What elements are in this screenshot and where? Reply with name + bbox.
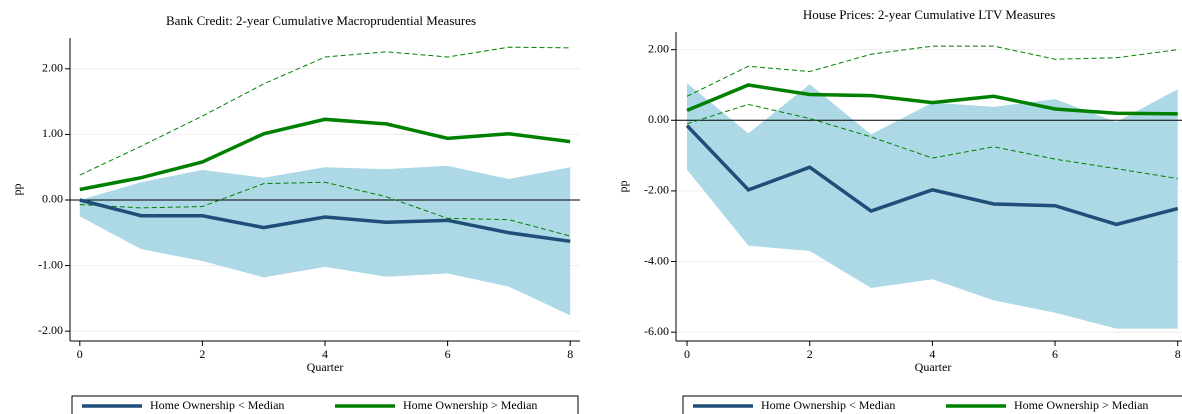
y-tick-label: -4.00 xyxy=(644,253,669,267)
y-tick-label: 2.00 xyxy=(648,41,669,55)
legend-label: Home Ownership > Median xyxy=(403,398,537,412)
chart: House Prices: 2-year Cumulative LTV Meas… xyxy=(616,7,1182,414)
x-tick-label: 8 xyxy=(1175,347,1181,361)
x-axis-label: Quarter xyxy=(915,360,952,374)
x-tick-label: 6 xyxy=(1052,347,1058,361)
x-tick-label: 8 xyxy=(567,347,573,361)
x-tick-label: 6 xyxy=(445,347,451,361)
y-tick-label: 0.00 xyxy=(42,192,63,206)
legend-label: Home Ownership < Median xyxy=(761,398,895,412)
y-tick-label: 1.00 xyxy=(42,126,63,140)
series-line xyxy=(79,117,571,192)
plot-area xyxy=(70,46,580,316)
plot-area xyxy=(676,45,1182,329)
chart: Bank Credit: 2-year Cumulative Macroprud… xyxy=(10,13,580,414)
y-axis-label: pp xyxy=(10,184,24,196)
legend-box xyxy=(71,395,579,414)
series-line xyxy=(79,198,571,244)
y-axis-label: pp xyxy=(616,181,630,193)
y-tick-label: -1.00 xyxy=(38,257,63,271)
series-line xyxy=(685,124,1179,227)
x-tick-label: 4 xyxy=(322,347,328,361)
x-tick-label: 0 xyxy=(684,347,690,361)
x-tick-label: 2 xyxy=(807,347,813,361)
confidence-band xyxy=(79,165,571,316)
ci-upper-line xyxy=(686,45,1178,97)
y-tick-label: -2.00 xyxy=(644,183,669,197)
confidence-band xyxy=(687,83,1178,329)
y-tick-label: -2.00 xyxy=(38,323,63,337)
legend-label: Home Ownership > Median xyxy=(1014,398,1148,412)
x-tick-label: 2 xyxy=(199,347,205,361)
series-line xyxy=(686,83,1178,116)
y-tick-label: 0.00 xyxy=(648,112,669,126)
legend: Home Ownership < Median Home Ownership > … xyxy=(71,395,579,414)
x-tick-label: 4 xyxy=(929,347,935,361)
legend-box xyxy=(682,395,1182,414)
y-tick-label: 2.00 xyxy=(42,61,63,75)
chart-title: Bank Credit: 2-year Cumulative Macroprud… xyxy=(166,13,476,28)
x-axis-label: Quarter xyxy=(307,360,344,374)
chart-title: House Prices: 2-year Cumulative LTV Meas… xyxy=(803,7,1055,22)
y-tick-label: -6.00 xyxy=(644,324,669,338)
ci-lower-line xyxy=(686,103,1178,180)
ci-upper-line xyxy=(79,46,571,176)
legend: Home Ownership < Median Home Ownership > … xyxy=(682,395,1182,414)
x-tick-label: 0 xyxy=(77,347,83,361)
legend-label: Home Ownership < Median xyxy=(150,398,284,412)
ci-lower-line xyxy=(79,181,571,237)
